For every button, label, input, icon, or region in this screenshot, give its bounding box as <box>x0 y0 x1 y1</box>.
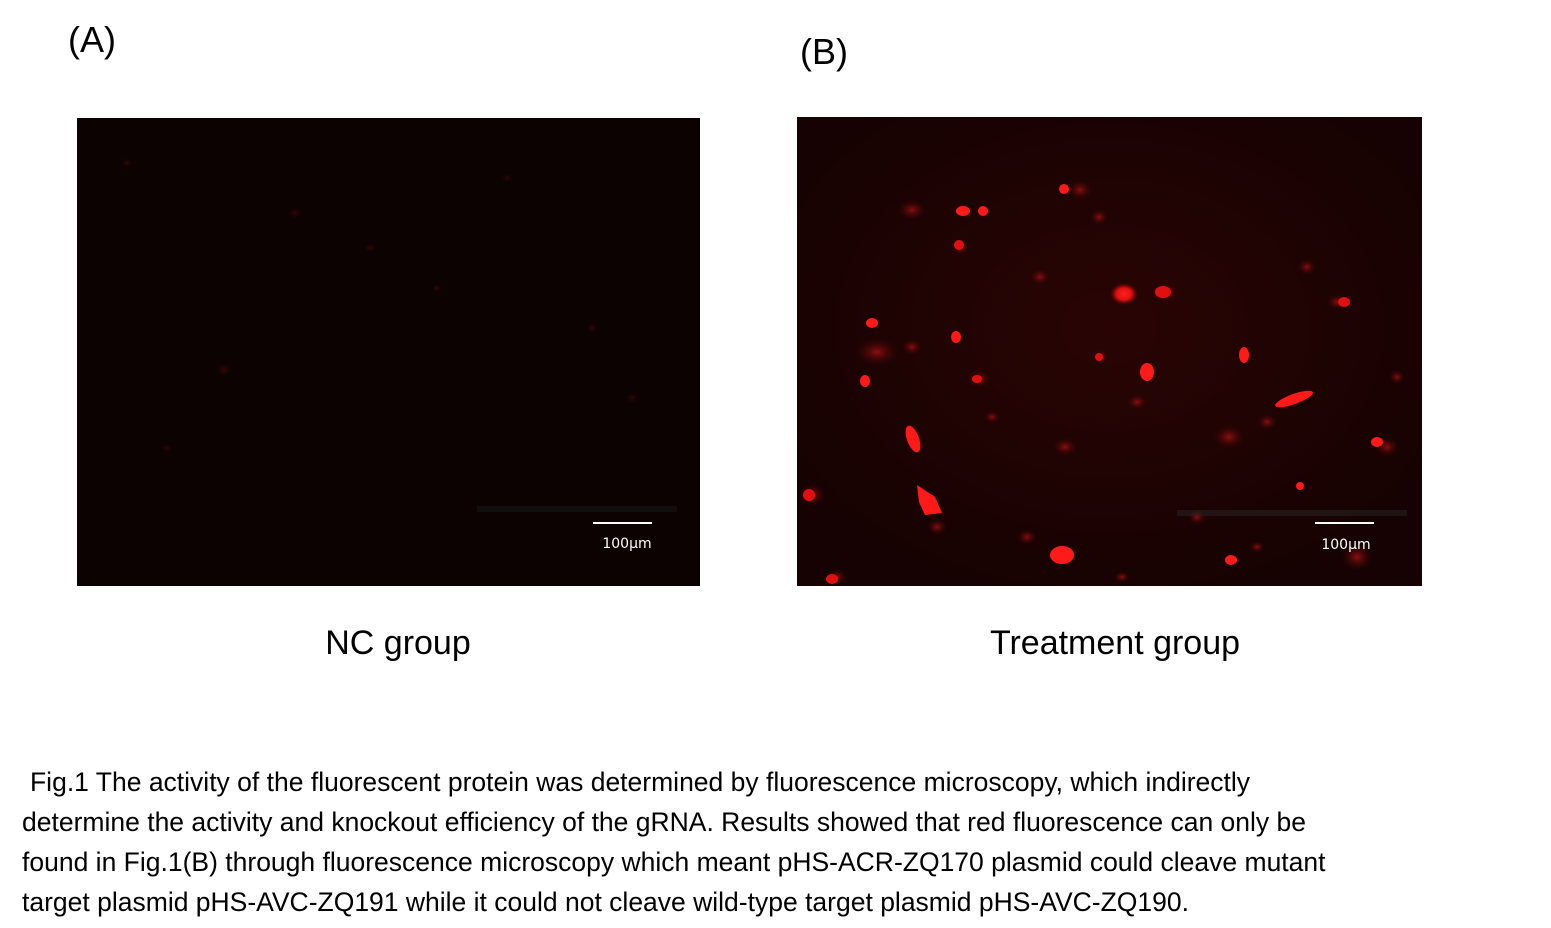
scale-bar-label: 100µm <box>1321 537 1370 553</box>
background-streak <box>477 506 677 512</box>
panel-label-b: (B) <box>800 31 848 72</box>
caption-line-4: target plasmid pHS-AVC-ZQ191 while it co… <box>22 887 1189 917</box>
microscopy-image-treatment: 100µm <box>797 117 1422 586</box>
image-background <box>797 117 1422 586</box>
microscopy-image-nc-svg: 100µm <box>77 118 700 586</box>
dim-spots <box>120 157 640 453</box>
caption-line-3: found in Fig.1(B) through fluorescence m… <box>22 847 1326 877</box>
caption-line-2: determine the activity and knockout effi… <box>22 807 1306 837</box>
background-streak <box>1177 510 1407 516</box>
panel-label-a: (A) <box>68 19 116 60</box>
bright-cells <box>803 184 1383 584</box>
faint-cells <box>798 180 1405 585</box>
image-background <box>77 118 700 586</box>
group-title-treatment: Treatment group <box>989 624 1241 662</box>
microscopy-image-nc: 100µm <box>77 118 700 586</box>
caption-line-1: Fig.1 The activity of the fluorescent pr… <box>30 767 1251 797</box>
group-title-nc: NC group <box>325 624 471 662</box>
microscopy-image-treatment-svg: 100µm <box>797 117 1422 586</box>
scale-bar-label: 100µm <box>602 536 651 552</box>
figure-caption: Fig.1 The activity of the fluorescent pr… <box>22 762 1522 922</box>
